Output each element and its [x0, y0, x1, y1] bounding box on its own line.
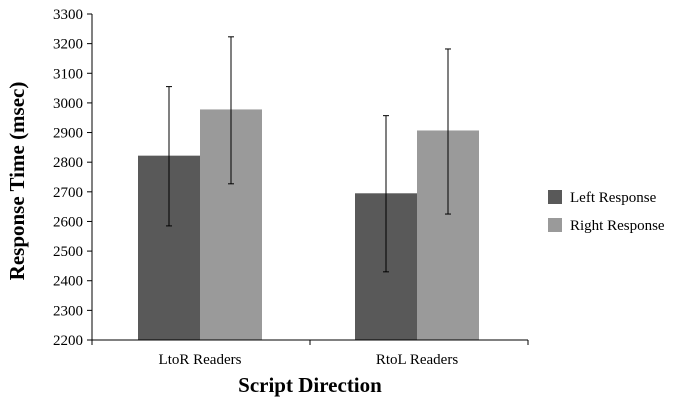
y-tick-label: 2800 [53, 155, 83, 171]
x-category-label: RtoL Readers [376, 352, 459, 368]
x-axis-ticks: LtoR Readers RtoL Readers [91, 340, 529, 368]
y-tick-label: 2600 [53, 214, 83, 230]
y-tick-label: 2400 [53, 274, 83, 290]
y-tick-label: 2300 [53, 303, 83, 319]
error-bars-group [166, 36, 451, 273]
bars-group [138, 109, 479, 340]
y-tick-label: 3100 [53, 66, 83, 82]
y-axis-ticks: 2200 2300 2400 2500 2600 2700 2800 2900 3000 3100… [53, 7, 92, 349]
x-axis-title: Script Direction [238, 373, 382, 397]
y-tick-label: 2200 [53, 333, 83, 349]
y-tick-label: 2900 [53, 126, 83, 142]
legend-label: Left Response [570, 190, 657, 206]
legend-swatch [548, 190, 562, 204]
y-tick-label: 2700 [53, 185, 83, 201]
legend: Left Response Right Response [548, 190, 665, 234]
y-tick-label: 3300 [53, 7, 83, 23]
x-category-label: LtoR Readers [159, 352, 242, 368]
y-tick-label: 3000 [53, 96, 83, 112]
y-tick-label: 2500 [53, 244, 83, 260]
legend-swatch [548, 218, 562, 232]
y-axis-title: Response Time (msec) [5, 82, 29, 281]
y-tick-label: 3200 [53, 37, 83, 53]
legend-label: Right Response [570, 218, 665, 234]
